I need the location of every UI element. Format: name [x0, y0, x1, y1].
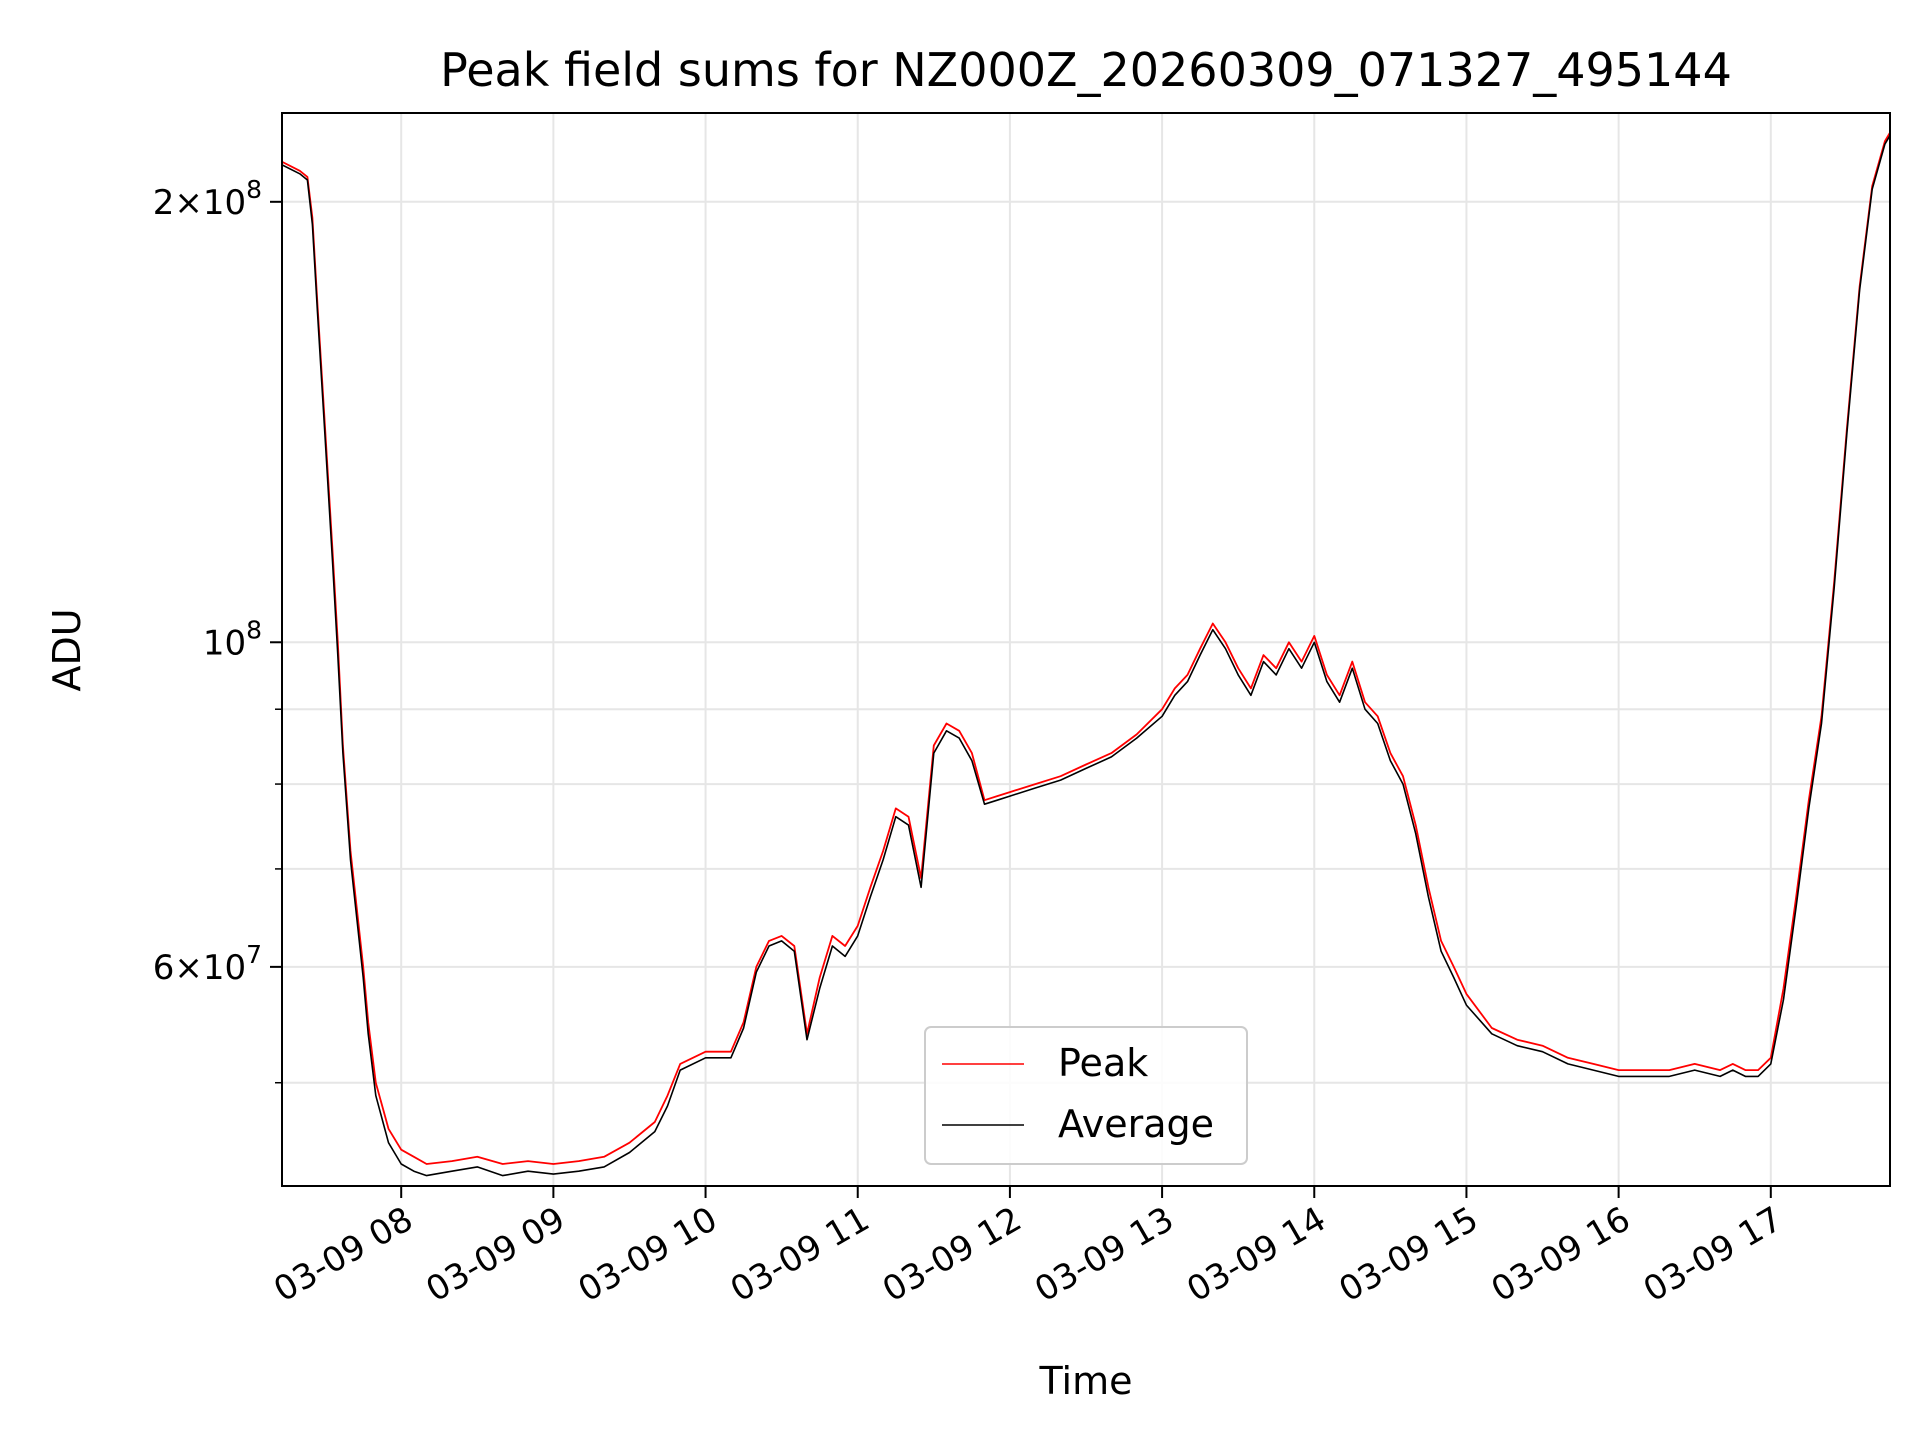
legend-label-average: Average [1058, 1102, 1214, 1146]
y-tick-label: 6×107 [153, 940, 262, 988]
series-line-average [282, 135, 1890, 1177]
y-axis-label: ADU [45, 608, 89, 691]
plot-frame [281, 112, 1891, 1187]
legend-box [924, 1026, 1248, 1165]
legend: Peak Average [924, 1026, 1248, 1165]
series-line-peak [282, 132, 1890, 1165]
legend-label-peak: Peak [1058, 1041, 1148, 1085]
chart-title: Peak field sums for NZ000Z_20260309_0713… [440, 43, 1732, 97]
x-axis-label: Time [1039, 1359, 1133, 1403]
y-tick-label: 108 [203, 615, 262, 663]
y-tick-label: 2×108 [153, 175, 262, 223]
series-lines [282, 132, 1890, 1177]
